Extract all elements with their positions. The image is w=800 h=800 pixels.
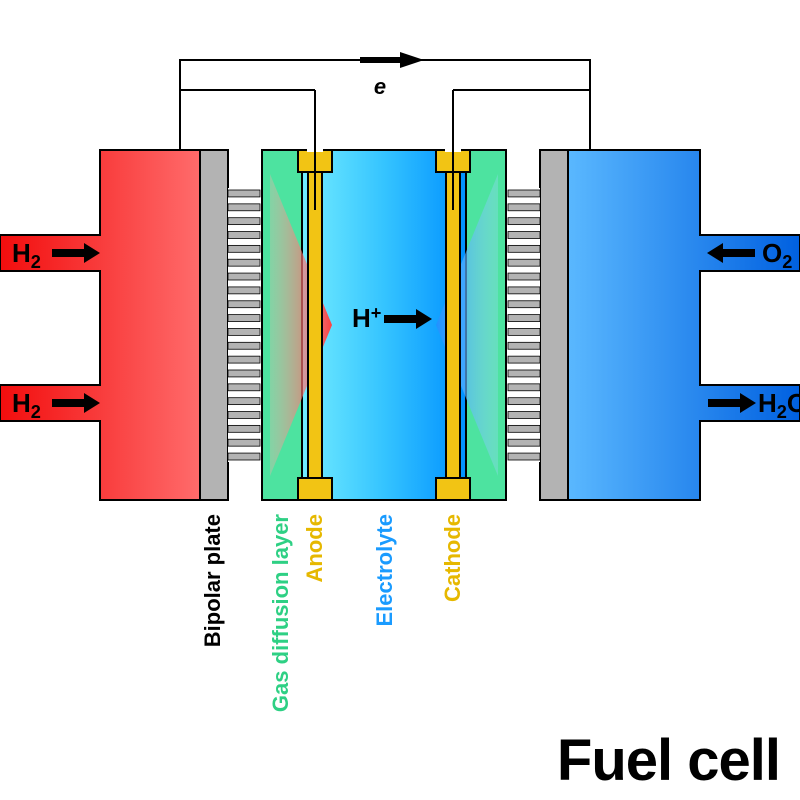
fin-gap-left bbox=[228, 188, 262, 462]
cathode-stem bbox=[446, 172, 460, 478]
bipolar-fin bbox=[508, 370, 540, 377]
bipolar-fin bbox=[508, 190, 540, 197]
bipolar-fin bbox=[228, 315, 260, 322]
bipolar-fin bbox=[508, 439, 540, 446]
bipolar-fin bbox=[508, 315, 540, 322]
bipolar-fin bbox=[228, 398, 260, 405]
bipolar-fin bbox=[228, 412, 260, 419]
bipolar-fin bbox=[508, 398, 540, 405]
bipolar-fin bbox=[508, 301, 540, 308]
bipolar-fin bbox=[228, 328, 260, 335]
electron-arrow-icon bbox=[400, 52, 424, 68]
electron-label: e bbox=[374, 74, 386, 99]
bipolar-fin bbox=[228, 204, 260, 211]
bipolar-fin bbox=[228, 439, 260, 446]
cathode-tab-bottom bbox=[436, 478, 470, 500]
bipolar-fin bbox=[508, 328, 540, 335]
oxygen-chamber bbox=[568, 150, 800, 500]
fin-gap-right bbox=[506, 188, 540, 462]
anode-tab-bottom bbox=[298, 478, 332, 500]
bipolar-fin bbox=[508, 245, 540, 252]
diagram-title: Fuel cell bbox=[557, 728, 780, 793]
bipolar-fin bbox=[508, 425, 540, 432]
bipolar-fin bbox=[228, 259, 260, 266]
bipolar-fin bbox=[508, 273, 540, 280]
bipolar-fin bbox=[228, 453, 260, 460]
bipolar-fin bbox=[228, 425, 260, 432]
anode-stem bbox=[308, 172, 322, 478]
bipolar-fin bbox=[228, 190, 260, 197]
bipolar-fin bbox=[508, 259, 540, 266]
electrolyte-label: Electrolyte bbox=[372, 514, 397, 627]
hydrogen-chamber bbox=[0, 150, 200, 500]
cathode-label: Cathode bbox=[440, 514, 465, 602]
bipolar-plate-left bbox=[200, 150, 228, 500]
bipolar-fin bbox=[228, 232, 260, 239]
bipolar-fin bbox=[508, 232, 540, 239]
bipolar-fin bbox=[228, 384, 260, 391]
bipolar-fin bbox=[228, 301, 260, 308]
bipolar-fin bbox=[228, 273, 260, 280]
bipolar-fin bbox=[228, 370, 260, 377]
bipolar-fin bbox=[508, 218, 540, 225]
bipolar-fin bbox=[508, 412, 540, 419]
bipolar-fin bbox=[228, 287, 260, 294]
bipolar-fin bbox=[228, 218, 260, 225]
bipolar-fin bbox=[228, 245, 260, 252]
bipolar-fin bbox=[508, 342, 540, 349]
bipolar-fin bbox=[508, 287, 540, 294]
bipolar-fin bbox=[228, 356, 260, 363]
bipolar-fin bbox=[228, 342, 260, 349]
bipolar-fin bbox=[508, 453, 540, 460]
bipolar-plate-right bbox=[540, 150, 568, 500]
bipolar-fin bbox=[508, 384, 540, 391]
bipolar-plate-label: Bipolar plate bbox=[200, 514, 225, 647]
bipolar-fin bbox=[508, 204, 540, 211]
gas-diffusion-label: Gas diffusion layer bbox=[268, 514, 293, 712]
bipolar-fin bbox=[508, 356, 540, 363]
anode-label: Anode bbox=[302, 514, 327, 582]
